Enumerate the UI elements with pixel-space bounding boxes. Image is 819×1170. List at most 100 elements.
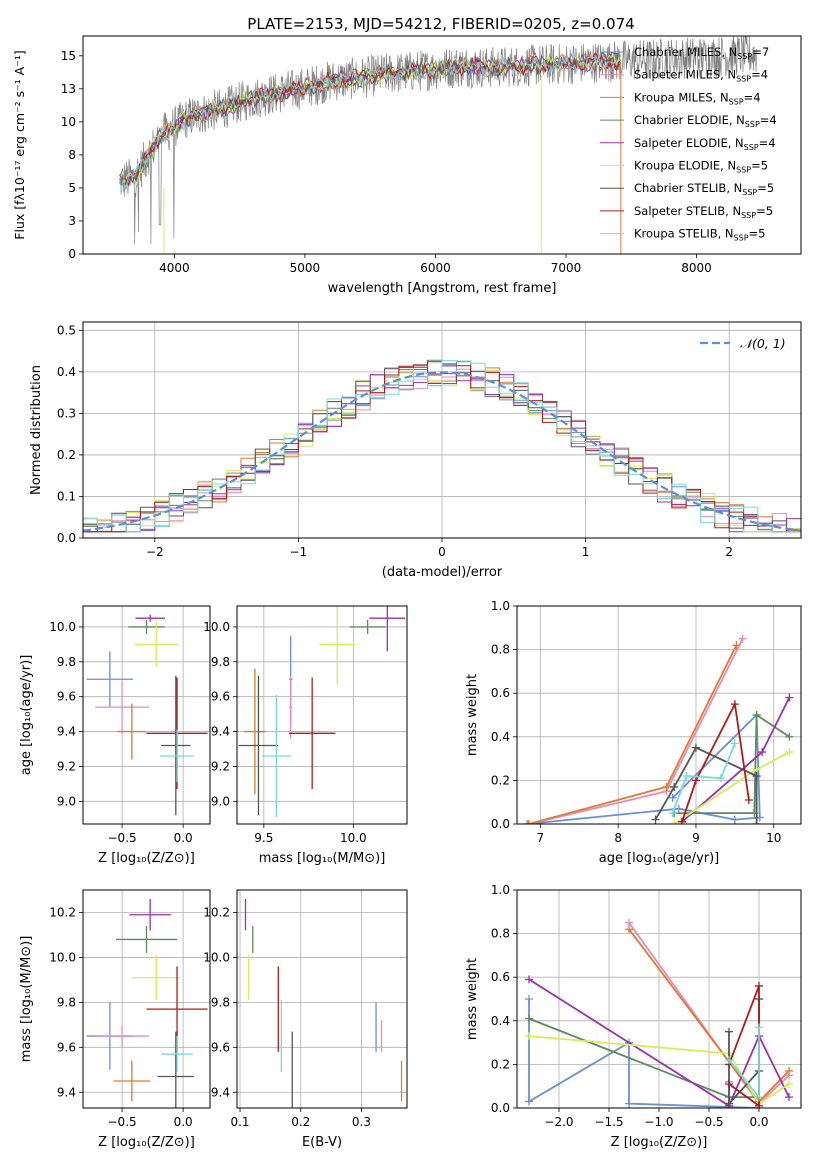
errorbar-chabrier-stelib <box>157 1031 195 1108</box>
errorbar-kroupa-stelib <box>159 729 195 783</box>
errorbar-kroupa-elodie <box>319 606 356 685</box>
y-axis-label: mass weight <box>465 958 480 1040</box>
x-tick-label: 8000 <box>681 261 712 275</box>
legend-n-label: , N <box>721 45 737 59</box>
legend-n-sub: SSP <box>737 52 752 61</box>
y-tick-label: 0.3 <box>57 406 76 420</box>
x-tick-label: −1.5 <box>594 1115 623 1129</box>
point-marker <box>651 815 660 824</box>
axes-weight-vs-Z: −2.0 −1.5 −1.0 −0.5 0.0 0.0 0.2 0.4 0.6 0.8 1.0 Z [… <box>465 883 802 1150</box>
errorbar-chabrier-elodie <box>128 619 165 634</box>
point-marker <box>785 1066 793 1075</box>
point-marker <box>725 1099 733 1108</box>
axes-spectrum: 4000 5000 6000 7000 8000 0 3 5 8 10 13 15 wavelength… <box>12 35 802 296</box>
point-marker <box>785 1093 793 1102</box>
x-tick-label: 4000 <box>159 261 190 275</box>
axes-weight-vs-age: 7 8 9 10 0.0 0.2 0.4 0.6 0.8 1.0 age [log₁₀(age/yr… <box>465 599 802 866</box>
y-tick-label: 9.4 <box>57 725 76 739</box>
y-tick-label: 9.6 <box>57 690 76 704</box>
x-tick-label: −0.5 <box>108 1115 137 1129</box>
legend-n-eq: = <box>749 227 759 241</box>
point-marker <box>785 748 794 757</box>
point-marker <box>662 782 671 791</box>
legend-entry: Salpeter STELIB, NSSP=5 <box>634 204 773 220</box>
point-marker <box>744 796 753 805</box>
legend-n-sub: SSP <box>745 120 760 129</box>
y-tick-label: 10.0 <box>203 950 230 964</box>
x-tick-label: 10.0 <box>340 831 367 845</box>
legend-n-eq: = <box>752 45 762 59</box>
errorbar-salpeter-elodie <box>129 898 171 931</box>
legend-entry: Salpeter MILES, NSSP=4 <box>634 68 768 84</box>
legend-n-label: , N <box>718 227 734 241</box>
legend-n-sub: SSP <box>744 143 759 152</box>
data-spectrum-line <box>119 36 757 245</box>
y-tick-label: 0.6 <box>491 686 510 700</box>
errorbar-kroupa-stelib <box>161 1036 193 1073</box>
y-tick-label: 9.6 <box>211 1040 230 1054</box>
series-chabrier-stelib <box>725 995 763 1108</box>
legend-nssp: 4 <box>753 90 760 104</box>
legend-entry: Kroupa MILES, NSSP=4 <box>634 90 761 106</box>
legend-entry: Chabrier STELIB, NSSP=5 <box>634 181 774 197</box>
x-tick-label: 6000 <box>420 261 451 275</box>
errorbar-chabrier-stelib <box>238 675 279 816</box>
x-tick-label: 7 <box>537 831 545 845</box>
y-tick-label: 9.4 <box>211 1085 230 1099</box>
errorbar-kroupa-stelib <box>262 694 291 818</box>
y-tick-label: 0.4 <box>491 1014 510 1028</box>
y-axis-label: Normed distribution <box>29 365 44 495</box>
x-tick-label: 2 <box>725 545 733 559</box>
point-marker <box>725 1027 733 1036</box>
errorbar-chabrier-stelib <box>161 675 191 816</box>
y-tick-label: 9.6 <box>211 690 230 704</box>
errorbar-salpeter-stelib <box>288 677 336 790</box>
series-line <box>527 712 761 824</box>
y-tick-label: 9.8 <box>57 995 76 1009</box>
y-tick-label: 9.4 <box>211 725 230 739</box>
series-kroupa-stelib <box>668 739 739 818</box>
point-marker <box>752 772 761 781</box>
y-tick-label: 9.8 <box>211 995 230 1009</box>
y-axis-label: Flux [fλ10⁻¹⁷ erg cm⁻² s⁻¹ A⁻¹] <box>12 50 27 239</box>
axes-age-vs-mass: 9.5 10.0 9.0 9.2 9.4 9.6 9.8 10.0 mass [log₁₀(M/… <box>203 605 408 866</box>
point-marker <box>674 804 683 813</box>
y-tick-label: 0.0 <box>491 817 510 831</box>
errorbar-kroupa-elodie <box>131 955 181 1001</box>
legend-entry: Salpeter ELODIE, NSSP=4 <box>634 136 776 152</box>
plot-frame <box>236 605 408 825</box>
point-marker <box>525 1032 533 1041</box>
legend-nssp: 7 <box>762 45 769 59</box>
legend-n-eq: = <box>757 181 767 195</box>
errorbar-salpeter-elodie <box>135 614 165 622</box>
point-marker <box>730 700 739 709</box>
legend-entry: Kroupa STELIB, NSSP=5 <box>634 227 766 243</box>
point-marker <box>730 815 739 824</box>
series-line <box>528 644 738 824</box>
y-tick-label: 0.0 <box>491 1101 510 1115</box>
y-tick-label: 9.0 <box>211 794 230 808</box>
point-marker <box>668 809 677 818</box>
point-marker <box>525 995 533 1003</box>
legend-n-sub: SSP <box>729 97 744 106</box>
x-tick-label: −2.0 <box>544 1115 573 1129</box>
point-marker <box>677 817 686 824</box>
point-marker <box>716 774 725 783</box>
y-tick-label: 5 <box>68 181 76 195</box>
legend-nssp: 4 <box>769 113 776 127</box>
legend-n-sub: SSP <box>742 188 757 197</box>
series-line <box>528 978 790 1108</box>
x-axis-label: Z [log₁₀(Z/Z⊙)] <box>611 1135 708 1150</box>
point-marker <box>758 748 767 757</box>
legend-entry: 𝒩(0, 1) <box>740 336 786 351</box>
x-axis-label: mass [log₁₀(M/M⊙)] <box>259 851 386 866</box>
point-marker <box>755 1023 763 1032</box>
axes-residuals: −2 −1 0 1 2 0.0 0.1 0.2 0.3 0.4 0.5 (data-model)/er… <box>29 321 802 580</box>
legend-name: Salpeter STELIB <box>634 204 725 218</box>
y-tick-label: 9.8 <box>211 655 230 669</box>
legend-name: Kroupa STELIB <box>634 227 718 241</box>
legend-nssp: 5 <box>766 204 773 218</box>
y-tick-label: 10.2 <box>49 905 76 919</box>
point-marker <box>523 820 532 824</box>
